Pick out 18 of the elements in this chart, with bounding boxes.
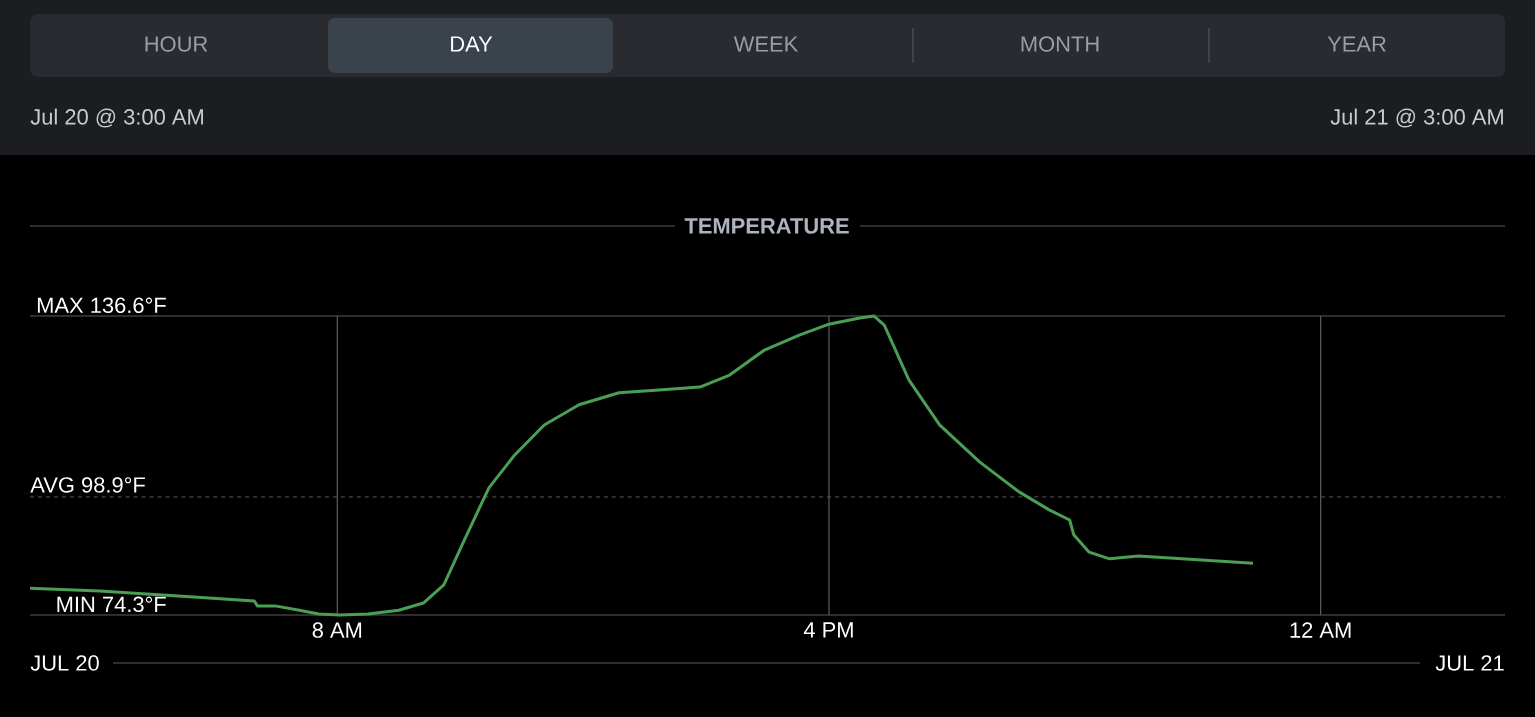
text: JUL 20 [30,655,99,671]
y-tick-label: 136.6°F [91,297,166,314]
text: MONTH [1021,36,1099,52]
text: YEAR [1327,36,1386,52]
text: WEEK [733,36,799,52]
text: JUL 21 [1435,655,1504,671]
ref-line-label: AVG 98.9°F [30,477,145,493]
annotation: MIN [57,596,95,612]
text: Jul 20 @ 3:00 AM [30,108,203,128]
text: DAY [451,36,493,52]
chart-title: TEMPERATURE [684,218,849,234]
x-tick-label: 12 AM [1290,622,1351,638]
y-tick-label: 74.3°F [103,596,166,613]
x-tick-label: 8 AM [312,622,362,638]
text: HOUR [145,36,208,52]
text: Jul 21 @ 3:00 AM [1330,108,1503,128]
text: MAX [37,297,84,313]
x-tick-label: 4 PM [803,622,853,638]
